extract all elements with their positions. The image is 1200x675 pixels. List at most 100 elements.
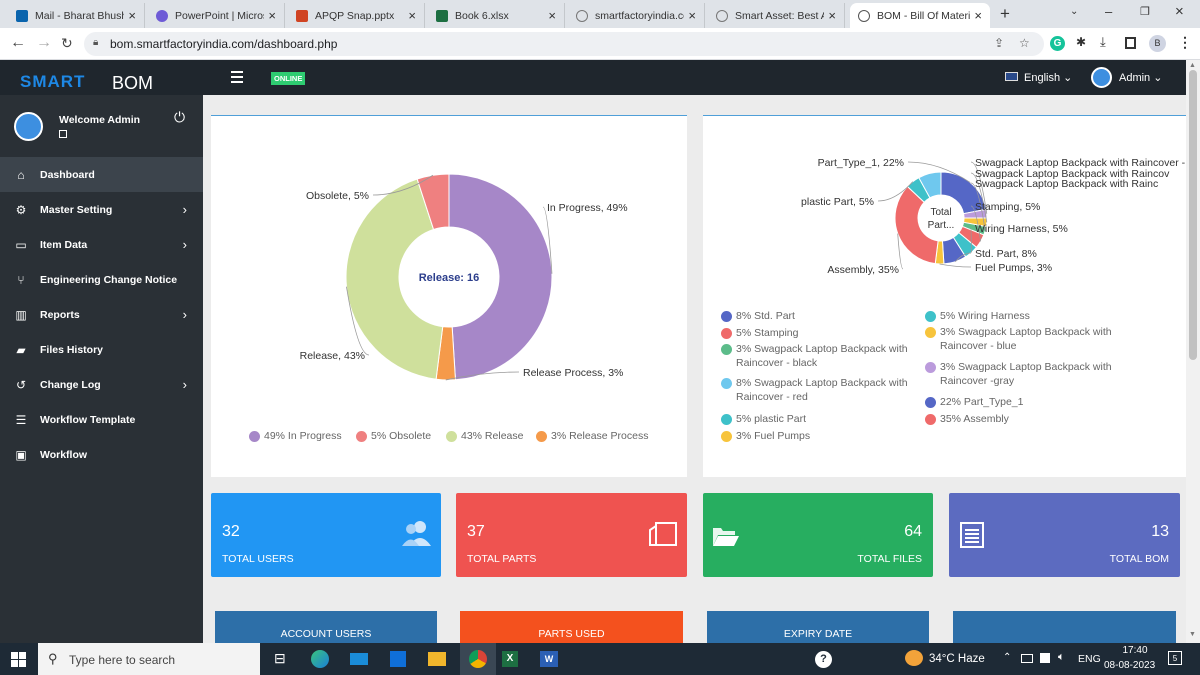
legend-item[interactable]: 35% Assembly: [925, 412, 1130, 426]
battery-icon[interactable]: [1021, 654, 1033, 663]
language-indicator[interactable]: ENG: [1078, 653, 1101, 665]
browser-tab-powerpoint[interactable]: PowerPoint | Microsoft ×: [148, 3, 285, 28]
language-selector[interactable]: English ⌄: [1024, 71, 1072, 84]
sidebar-item-ecn[interactable]: ⑂ Engineering Change Notice: [0, 262, 203, 297]
user-avatar-icon[interactable]: [1091, 67, 1112, 88]
edge-icon[interactable]: [311, 650, 329, 668]
close-icon[interactable]: ×: [408, 8, 416, 23]
task-view-icon[interactable]: ⊟: [274, 650, 286, 666]
total-users-card[interactable]: 32 TOTAL USERS: [211, 493, 441, 577]
taskbar-search-box[interactable]: ⚲ Type here to search: [38, 643, 260, 675]
browser-tab-smartfactory[interactable]: smartfactoryindia.com ×: [568, 3, 705, 28]
legend-item[interactable]: 22% Part_Type_1: [925, 395, 1130, 409]
mail-icon[interactable]: [350, 653, 368, 665]
weather-text[interactable]: 34°C Haze: [929, 653, 985, 665]
tray-chevron-icon[interactable]: ⌃: [1003, 652, 1012, 663]
legend-item[interactable]: 8% Swagpack Laptop Backpack with Raincov…: [721, 376, 921, 404]
legend-item[interactable]: 3% Release Process: [536, 429, 648, 443]
menu-icon[interactable]: ⋮: [1178, 34, 1192, 50]
legend-item[interactable]: 3% Fuel Pumps: [721, 429, 921, 443]
legend-item[interactable]: 5% plastic Part: [721, 412, 921, 426]
dropbox-icon[interactable]: [390, 651, 406, 667]
donut-slice[interactable]: [416, 173, 450, 231]
tab-search-icon[interactable]: ⌄: [1070, 6, 1079, 17]
clock-time[interactable]: 17:40: [1122, 645, 1148, 656]
browser-tab-apqp[interactable]: APQP Snap.pptx ×: [288, 3, 425, 28]
legend-item[interactable]: 5% Stamping: [721, 326, 921, 340]
total-parts-card[interactable]: 37 TOTAL PARTS: [456, 493, 687, 577]
network-icon[interactable]: [1040, 653, 1050, 663]
close-icon[interactable]: ×: [548, 8, 556, 23]
legend-item[interactable]: 5% Obsolete: [356, 429, 431, 443]
grammarly-icon[interactable]: G: [1050, 36, 1065, 51]
minimize-button[interactable]: –: [1105, 4, 1113, 19]
download-icon[interactable]: ⤓: [1100, 34, 1106, 49]
sidebar-item-workflow[interactable]: ▣ Workflow: [0, 437, 203, 472]
restore-button[interactable]: ❐: [1140, 6, 1150, 18]
forward-icon[interactable]: →: [36, 34, 52, 51]
legend-dot: [356, 430, 367, 442]
notification-icon[interactable]: 5: [1168, 651, 1182, 665]
app-logo[interactable]: SMART BOM: [0, 60, 203, 95]
sidebar-item-item-data[interactable]: ▭ Item Data ›: [0, 227, 203, 262]
total-files-card[interactable]: 64 TOTAL FILES: [703, 493, 933, 577]
hamburger-icon[interactable]: [231, 71, 243, 83]
windows-start-icon[interactable]: [11, 652, 26, 667]
close-window-button[interactable]: ×: [1175, 3, 1184, 20]
total-bom-card[interactable]: 13 TOTAL BOM: [949, 493, 1180, 577]
close-icon[interactable]: ×: [128, 8, 136, 23]
browser-tab-bom[interactable]: BOM - Bill Of Materia ×: [850, 3, 990, 28]
close-icon[interactable]: ×: [688, 8, 696, 23]
help-icon[interactable]: ?: [815, 651, 832, 668]
browser-tab-book6[interactable]: Book 6.xlsx ×: [428, 3, 565, 28]
sidebar-item-workflow-template[interactable]: ☰ Workflow Template: [0, 402, 203, 437]
chevron-right-icon: ›: [182, 237, 187, 252]
sidebar-item-files-history[interactable]: ▰ Files History: [0, 332, 203, 367]
legend-item[interactable]: 3% Swagpack Laptop Backpack with Raincov…: [721, 342, 921, 370]
extensions-icon[interactable]: ✱: [1076, 35, 1087, 49]
reload-icon[interactable]: ↻: [61, 35, 73, 51]
legend-item[interactable]: 49% In Progress: [249, 429, 342, 443]
slice-label: Obsolete, 5%: [306, 190, 369, 202]
legend-item[interactable]: 5% Wiring Harness: [925, 309, 1130, 323]
power-icon[interactable]: ⏻: [174, 109, 186, 125]
word-icon[interactable]: W: [540, 651, 558, 667]
star-icon[interactable]: ☆: [1019, 36, 1030, 50]
file-explorer-icon[interactable]: [428, 652, 446, 666]
scroll-thumb[interactable]: [1189, 70, 1197, 360]
scroll-up-icon[interactable]: ▲: [1189, 62, 1196, 69]
chrome-taskbar-button[interactable]: [460, 643, 496, 675]
profile-card-icon[interactable]: [59, 130, 67, 138]
new-tab-button[interactable]: +: [1000, 4, 1010, 23]
legend-item[interactable]: 8% Std. Part: [721, 309, 921, 323]
scroll-down-icon[interactable]: ▼: [1189, 631, 1196, 638]
legend-item[interactable]: 3% Swagpack Laptop Backpack with Raincov…: [925, 325, 1130, 353]
tab-label: APQP Snap.pptx: [315, 9, 395, 22]
excel-icon[interactable]: X: [502, 651, 518, 667]
browser-tab-smartasset[interactable]: Smart Asset: Best Ass ×: [708, 3, 845, 28]
profile-avatar[interactable]: B: [1149, 35, 1166, 52]
volume-icon[interactable]: 🔈︎: [1058, 651, 1065, 663]
sidebar-item-reports[interactable]: ▥ Reports ›: [0, 297, 203, 332]
sidebar-item-dashboard[interactable]: ⌂ Dashboard: [0, 157, 203, 192]
callout-line: [877, 181, 914, 202]
address-bar[interactable]: 🔒︎ bom.smartfactoryindia.com/dashboard.p…: [84, 32, 1044, 56]
legend-item[interactable]: 3% Swagpack Laptop Backpack with Raincov…: [925, 360, 1130, 388]
browser-tab-mail[interactable]: Mail - Bharat Bhushan ×: [8, 3, 145, 28]
sidebar-item-master-setting[interactable]: ⚙ Master Setting ›: [0, 192, 203, 227]
user-menu[interactable]: Admin ⌄: [1119, 71, 1162, 84]
sidebar-item-change-log[interactable]: ↺ Change Log ›: [0, 367, 203, 402]
page-scrollbar[interactable]: ▲ ▼: [1186, 60, 1200, 643]
donut-slice[interactable]: [918, 171, 942, 199]
sidepanel-icon[interactable]: [1125, 37, 1136, 49]
donut-slice[interactable]: [345, 178, 444, 380]
close-icon[interactable]: ×: [268, 8, 276, 23]
back-icon[interactable]: ←: [10, 34, 26, 51]
close-icon[interactable]: ×: [828, 8, 836, 23]
share-icon[interactable]: ⇪: [994, 36, 1005, 50]
close-icon[interactable]: ×: [974, 8, 982, 23]
url-text[interactable]: bom.smartfactoryindia.com/dashboard.php: [110, 37, 338, 51]
legend-item[interactable]: 43% Release: [446, 429, 523, 443]
clock-date[interactable]: 08-08-2023: [1104, 660, 1156, 671]
item-icon: ▭: [15, 237, 27, 252]
